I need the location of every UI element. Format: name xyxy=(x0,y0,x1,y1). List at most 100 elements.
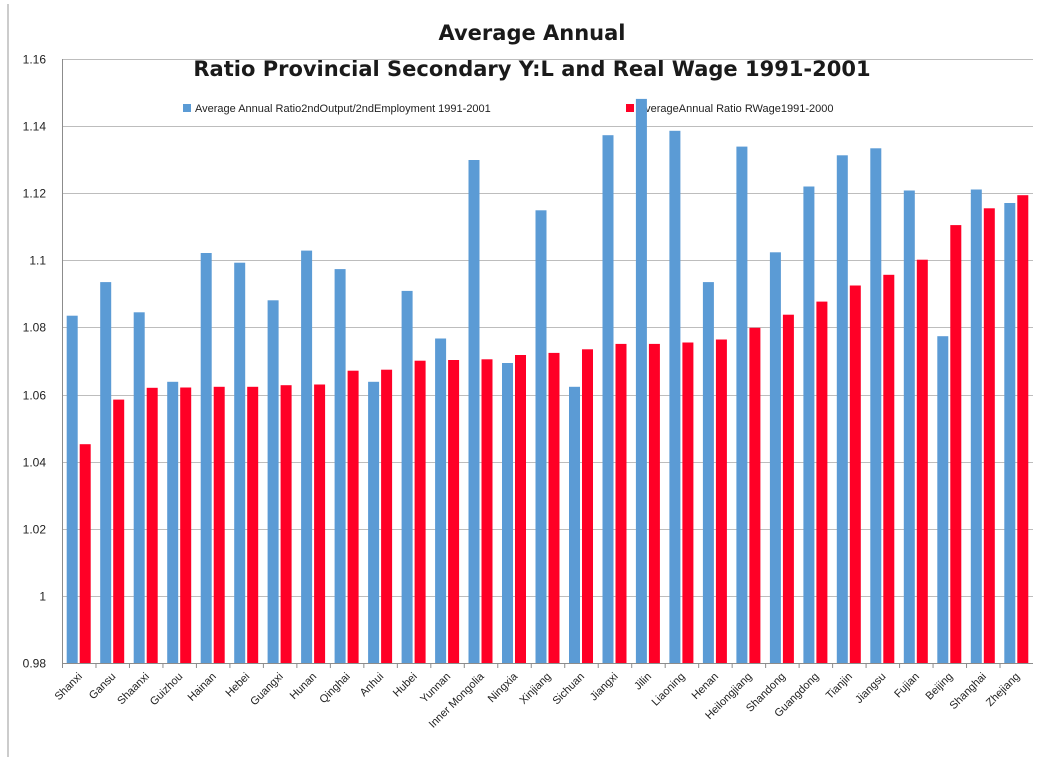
x-category-label: Jilin xyxy=(632,671,654,693)
x-category-label: Xinjiang xyxy=(517,671,553,707)
bar-series-1-inner-mongolia xyxy=(468,160,480,663)
legend-label-series-2: AverageAnnual Ratio RWage1991-2000 xyxy=(638,103,834,115)
bar-series-1-yunnan xyxy=(435,338,447,663)
x-category-label: Qinghai xyxy=(317,671,352,706)
bar-series-2-hebei xyxy=(247,386,259,663)
bar-series-2-sichuan xyxy=(582,349,593,663)
bar-series-1-beijing xyxy=(937,336,949,663)
legend: Average Annual Ratio2ndOutput/2ndEmploym… xyxy=(183,103,834,115)
bars xyxy=(66,98,1029,664)
bar-series-1-hunan xyxy=(301,250,313,663)
bar-series-1-shaanxi xyxy=(133,312,145,663)
x-category-label: Guizhou xyxy=(148,671,185,708)
y-tick-label: 1.1 xyxy=(29,254,46,268)
bar-series-2-hubei xyxy=(414,360,426,663)
legend-swatch-series-2 xyxy=(626,104,634,112)
y-tick-label: 1.16 xyxy=(23,53,47,67)
x-category-label: Shaanxi xyxy=(115,671,152,708)
bar-series-1-henan xyxy=(702,282,714,663)
bar-series-2-shanghai xyxy=(983,208,995,664)
bar-series-1-qinghai xyxy=(334,269,346,663)
x-category-label: Hainan xyxy=(186,671,219,704)
x-category-label: Zhejiang xyxy=(984,671,1022,709)
x-category-label: Ningxia xyxy=(486,670,521,705)
x-category-label: Guangxi xyxy=(248,671,285,708)
x-category-label: Hunan xyxy=(288,671,319,702)
bar-series-2-shanxi xyxy=(79,444,91,663)
x-category-label: Jiangxi xyxy=(588,671,621,704)
bar-series-2-guangxi xyxy=(280,385,292,663)
bar-series-1-anhui xyxy=(368,381,380,663)
bar-series-2-jiangsu xyxy=(883,274,895,663)
bar-series-1-guangdong xyxy=(803,186,815,663)
y-tick-label: 1.12 xyxy=(23,187,47,201)
bar-series-2-guizhou xyxy=(180,387,192,663)
x-category-label: Anhui xyxy=(358,671,386,699)
bar-series-1-hebei xyxy=(234,262,246,663)
bar-series-1-shanghai xyxy=(970,189,982,663)
bar-series-2-shaanxi xyxy=(146,387,158,663)
bar-series-2-henan xyxy=(715,339,727,663)
x-category-label: Fujian xyxy=(892,671,922,701)
x-category-label: Shanxi xyxy=(53,671,85,703)
bar-series-1-jiangsu xyxy=(870,148,882,664)
bar-series-1-fujian xyxy=(903,190,915,663)
chart-title-line2: Ratio Provincial Secondary Y:L and Real … xyxy=(193,57,870,81)
bar-series-1-guangxi xyxy=(267,300,279,663)
bar-series-1-guizhou xyxy=(167,381,179,663)
y-tick-label: 1.04 xyxy=(23,456,47,470)
bar-series-1-jiangxi xyxy=(602,135,614,663)
x-category-label: Shanghai xyxy=(948,671,989,712)
bar-series-2-yunnan xyxy=(448,360,460,663)
bar-series-2-jiangxi xyxy=(615,343,627,663)
bar-series-2-heilongjiang xyxy=(749,327,761,663)
bar-series-1-jilin xyxy=(635,98,647,663)
bar-series-2-anhui xyxy=(381,369,393,663)
y-tick-label: 1.06 xyxy=(23,389,47,403)
bar-series-2-xinjiang xyxy=(548,352,560,663)
x-category-label: Sichuan xyxy=(551,671,588,708)
bar-series-2-tianjin xyxy=(849,285,861,663)
y-tick-label: 1.08 xyxy=(23,321,47,335)
y-tick-label: 1.14 xyxy=(23,120,47,134)
bar-series-1-liaoning xyxy=(669,130,681,664)
y-tick-label: 1.02 xyxy=(23,523,47,537)
bar-series-1-hainan xyxy=(200,253,212,663)
bar-series-2-fujian xyxy=(916,259,928,663)
bar-series-2-inner-mongolia xyxy=(481,359,493,663)
bar-series-1-xinjiang xyxy=(535,210,547,664)
x-category-label: Henan xyxy=(690,671,721,702)
legend-swatch-series-1 xyxy=(183,104,191,112)
bar-series-2-hainan xyxy=(213,386,225,663)
bar-series-2-beijing xyxy=(950,225,962,663)
bar-series-1-zhejiang xyxy=(1004,203,1016,663)
x-category-label: Liaoning xyxy=(650,671,688,709)
bar-series-2-gansu xyxy=(113,399,125,663)
bar-series-1-ningxia xyxy=(502,363,513,663)
legend-label-series-1: Average Annual Ratio2ndOutput/2ndEmploym… xyxy=(195,103,491,115)
bar-series-1-heilongjiang xyxy=(736,146,748,664)
bar-series-1-sichuan xyxy=(569,386,580,663)
bar-series-1-gansu xyxy=(100,282,112,663)
x-category-label: Tianjin xyxy=(824,671,855,702)
x-category-label: Gansu xyxy=(87,671,118,702)
y-axis: 0.98 1 1.02 1.04 1.06 1.08 1.1 1.12 1.14 1.16 xyxy=(23,53,63,671)
bar-series-2-hunan xyxy=(314,384,326,663)
bar-series-2-ningxia xyxy=(515,355,526,663)
x-category-label: Hubei xyxy=(391,671,420,700)
bar-series-2-jilin xyxy=(648,343,660,663)
chart-title-line1: Average Annual xyxy=(438,21,625,45)
x-category-label: Beijing xyxy=(924,671,956,703)
bar-series-1-tianjin xyxy=(836,155,848,664)
bar-series-2-qinghai xyxy=(347,370,359,663)
x-category-label: Jiangsu xyxy=(853,671,888,706)
bar-series-2-zhejiang xyxy=(1017,195,1029,663)
y-tick-label: 1 xyxy=(39,590,46,604)
bar-series-2-shandong xyxy=(782,314,794,663)
bar-series-1-hubei xyxy=(401,290,413,663)
bar-series-2-guangdong xyxy=(816,301,828,663)
y-tick-label: 0.98 xyxy=(23,657,47,671)
bar-series-1-shanxi xyxy=(66,315,78,663)
